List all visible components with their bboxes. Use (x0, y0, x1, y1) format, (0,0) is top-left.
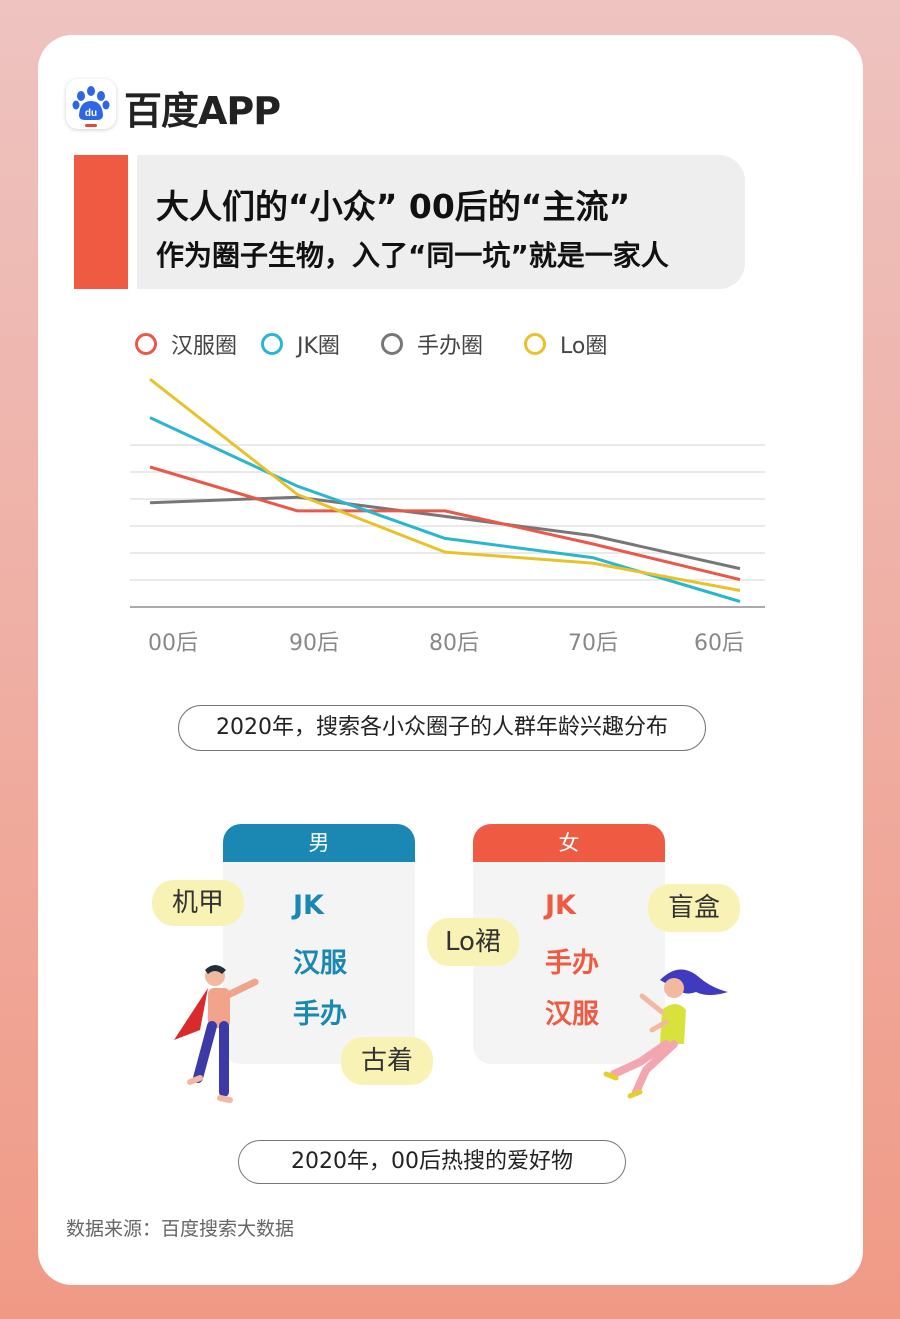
svg-text:du: du (85, 108, 97, 119)
male-figure-illustration (174, 965, 259, 1103)
tag-lo-skirt: Lo裙 (427, 918, 519, 966)
data-source: 数据来源：百度搜索大数据 (66, 1218, 295, 1240)
male-panel: 男 JK 汉服 手办 (223, 824, 415, 1064)
female-figure-illustration (603, 969, 728, 1099)
male-item: 手办 (293, 999, 347, 1030)
legend-ring-icon (524, 333, 546, 355)
legend-label: 手办圈 (417, 334, 484, 359)
female-item: 汉服 (545, 999, 599, 1030)
x-tick-label: 90后 (289, 631, 339, 656)
legend-label: Lo圈 (560, 334, 608, 359)
tag-blind-box: 盲盒 (648, 884, 740, 932)
legend-ring-icon (381, 333, 403, 355)
page-title: 大人们的“小众” 00后的“主流” (156, 187, 631, 226)
x-tick-label: 70后 (568, 631, 618, 656)
baidu-paw-icon: du (66, 79, 116, 129)
series-line-2 (149, 495, 741, 571)
tag-guzhuo: 古着 (341, 1037, 433, 1085)
female-item: 手办 (545, 948, 599, 979)
legend-label: JK圈 (297, 334, 340, 359)
x-tick-label: 80后 (429, 631, 479, 656)
male-item: JK (293, 890, 324, 921)
male-panel-title: 男 (223, 824, 415, 862)
line-chart: 00后 90后 80后 70后 60后 (130, 378, 765, 656)
header-accent-bar (74, 155, 128, 289)
female-panel-title: 女 (473, 824, 665, 862)
hobby-caption: 2020年，00后热搜的爱好物 (238, 1140, 626, 1184)
brand-name: 百度APP (124, 89, 281, 133)
tag-jijia: 机甲 (152, 880, 244, 926)
x-tick-label: 00后 (148, 631, 198, 656)
legend-ring-icon (261, 333, 283, 355)
series-line-3 (149, 378, 741, 592)
x-tick-label: 60后 (694, 631, 744, 656)
male-item: 汉服 (293, 948, 347, 979)
header-box (137, 155, 745, 289)
legend-label: 汉服圈 (171, 334, 238, 359)
female-panel: 女 JK 手办 汉服 (473, 824, 665, 1064)
chart-caption: 2020年，搜索各小众圈子的人群年龄兴趣分布 (178, 705, 706, 751)
female-item: JK (545, 890, 576, 921)
legend-ring-icon (135, 333, 157, 355)
page-subtitle: 作为圈子生物，入了“同一坑”就是一家人 (156, 239, 669, 272)
series-line-0 (149, 465, 741, 582)
